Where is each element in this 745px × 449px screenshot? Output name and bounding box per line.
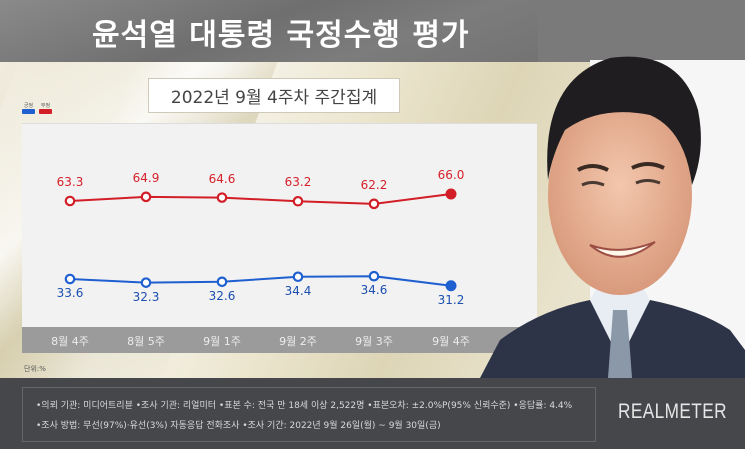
footer [0,378,745,449]
data-value-label: 63.2 [284,175,312,190]
data-value-label: 34.4 [284,283,312,298]
data-point-marker [216,276,228,288]
legend-item-negative: 부정 [39,103,52,114]
data-value-label: 32.6 [208,288,236,303]
data-point-marker [292,271,304,283]
x-axis-label: 9월 2주 [279,335,317,348]
data-value-label: 34.6 [360,283,388,298]
data-point-marker [140,191,152,203]
unit-label: 단위:% [24,365,46,373]
page-title: 윤석열 대통령 국정수행 평가 [92,18,470,53]
x-axis-label: 9월 3주 [355,335,393,348]
survey-info-box [22,387,596,442]
x-axis-band [22,327,537,353]
data-point-marker [445,280,457,292]
data-value-label: 64.9 [132,170,160,185]
legend-label: 부정 [40,103,51,109]
data-value-label: 32.3 [132,289,160,304]
data-value-label: 62.2 [360,177,388,192]
title-banner-right [538,0,745,62]
data-point-marker [368,198,380,210]
positive-line [69,275,452,287]
data-point-marker [292,195,304,207]
data-point-marker [64,195,76,207]
legend-swatch-blue [22,109,35,114]
legend-swatch-red [39,109,52,114]
data-point-marker [368,270,380,282]
legend-item-positive: 긍정 [22,103,35,114]
data-point-marker [216,192,228,203]
data-value-label: 64.6 [208,171,236,186]
data-value-label: 66.0 [437,167,465,182]
chart-legend: 긍정 부정 [22,103,52,114]
legend-label: 긍정 [23,103,34,109]
realmeter-logo: REALMETER [618,400,727,423]
data-point-marker [445,188,457,200]
portrait-photo [480,56,745,378]
x-axis-label: 8월 4주 [51,335,89,348]
data-value-label: 33.6 [56,286,84,300]
survey-info-line-1: •의뢰 기관: 미디어트리뷴 •조사 기관: 리얼미터 •표본 수: 전국 만 … [36,401,573,411]
x-axis-label: 9월 1주 [203,335,241,348]
data-value-label: 31.2 [437,292,465,307]
survey-info-line-2: •조사 방법: 무선(97%)·유선(3%) 자동응답 전화조사 •조사 기간:… [36,421,441,431]
chart-subtitle: 2022년 9월 4주차 주간집계 [148,78,400,113]
data-point-marker [64,273,76,285]
chart-panel [22,123,537,328]
data-value-label: 63.3 [56,175,84,189]
x-axis-label: 9월 4주 [432,335,470,348]
data-point-marker [140,277,152,288]
x-axis-label: 8월 5주 [127,335,165,348]
negative-line [69,192,452,205]
